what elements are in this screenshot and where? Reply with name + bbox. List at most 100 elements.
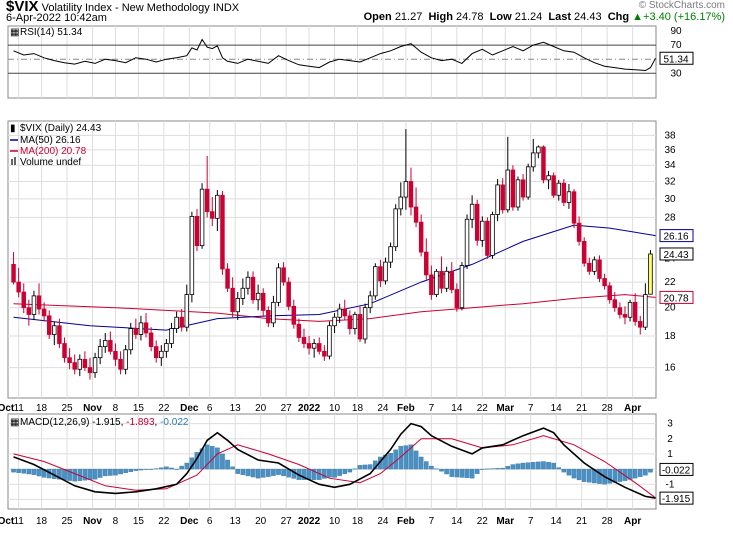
candle-body-112 xyxy=(581,241,587,264)
candle-body-79 xyxy=(413,206,419,223)
candle-body-30 xyxy=(164,343,169,352)
macd-hist-bar-25 xyxy=(138,468,144,471)
macd-hist-bar-50 xyxy=(266,468,271,477)
price-legend: ▮ $VIX (Daily) 24.43 MA(50) 26.16 MA(200… xyxy=(10,123,102,168)
macd-hist-bar-26 xyxy=(143,468,149,470)
macd-hist-bar-89 xyxy=(464,468,470,478)
macd-hist-bar-28 xyxy=(153,468,159,470)
macd-hist-bar-34 xyxy=(184,462,190,470)
candle-body-13 xyxy=(77,358,83,370)
macd-line-tag: -1.915 xyxy=(662,494,691,505)
x-axis-bottom-label-20: 22 xyxy=(477,516,489,527)
high-label: High xyxy=(428,11,453,23)
candle-body-15 xyxy=(87,367,93,374)
macd-hist-bar-31 xyxy=(169,467,174,470)
macd-hist-bar-108 xyxy=(561,468,567,473)
x-axis-bottom-label-4: Nov xyxy=(83,516,102,527)
volume-legend-icon xyxy=(11,159,13,165)
macd-hist-bar-76 xyxy=(398,446,404,470)
macd-hist-bar-11 xyxy=(67,468,72,481)
macd-hist-bar-42 xyxy=(225,459,230,470)
candle-body-111 xyxy=(576,222,582,242)
macd-hist-bar-78 xyxy=(408,444,414,470)
macd-hist-bar-48 xyxy=(255,468,261,479)
candle-body-42 xyxy=(225,268,230,289)
x-axis-bottom-label-8: Dec xyxy=(180,516,199,527)
candle-body-68 xyxy=(357,314,363,340)
candle-body-114 xyxy=(592,259,597,272)
candle-body-39 xyxy=(210,211,215,219)
candle-body-3 xyxy=(26,307,32,315)
open-label: Open xyxy=(363,11,392,23)
macd-hist-bar-65 xyxy=(342,468,348,475)
candle-body-113 xyxy=(587,262,592,272)
candle-body-109 xyxy=(566,191,572,203)
macd-legend-signal: -1.893 xyxy=(126,417,155,428)
x-axis-top-label-1: 11 xyxy=(13,403,24,414)
macd-hist-bar-47 xyxy=(250,468,256,478)
ma50-tag-box xyxy=(659,229,694,243)
candle-body-100 xyxy=(520,179,526,198)
macd-legend: ▦ MACD(12,26,9) -1.915, -1.893, -0.022 xyxy=(10,417,189,428)
candle-body-120 xyxy=(622,314,628,318)
macd-hist-bar-46 xyxy=(245,468,251,477)
macd-hist-bar-19 xyxy=(108,468,113,476)
candle-body-12 xyxy=(72,362,77,370)
x-axis-top-label-0: Oct xyxy=(0,403,15,414)
macd-hist-bar-45 xyxy=(240,468,246,475)
candle-body-81 xyxy=(424,251,429,276)
rsi-line xyxy=(13,38,656,72)
candle-body-45 xyxy=(240,287,246,299)
macd-hist-bar-93 xyxy=(485,468,490,470)
macd-hist-bar-68 xyxy=(357,465,363,470)
x-axis-top-label-4: Nov xyxy=(83,403,102,414)
candle-body-125 xyxy=(648,253,653,295)
candle-body-107 xyxy=(556,182,561,196)
candle-body-99 xyxy=(515,179,521,208)
panel-frame-1 xyxy=(7,120,657,399)
macd-hist-bar-61 xyxy=(322,468,327,479)
candle-body-34 xyxy=(184,294,190,328)
candle-body-67 xyxy=(352,314,358,330)
x-axis-top-label-20: 22 xyxy=(477,403,489,414)
macd-hist-bar-90 xyxy=(469,468,475,479)
macd-hist-bar-124 xyxy=(643,468,648,476)
candle-body-21 xyxy=(118,358,123,370)
candle-body-58 xyxy=(306,343,312,349)
x-axis-top-label-9: 6 xyxy=(207,403,213,414)
macd-hist-bar-100 xyxy=(520,462,526,470)
x-axis-bottom-label-0: Oct xyxy=(0,516,15,527)
macd-hist-bar-87 xyxy=(454,468,460,478)
x-axis-top-label-25: 28 xyxy=(602,403,614,414)
macd-hist-bar-16 xyxy=(92,468,98,480)
price-tick-28: 28 xyxy=(664,212,676,223)
x-axis-bottom-label-2: 18 xyxy=(36,516,48,527)
candle-body-52 xyxy=(276,267,281,303)
candle-body-26 xyxy=(143,322,149,334)
price-tick-36: 36 xyxy=(664,145,676,156)
macd-hist-bar-109 xyxy=(566,468,572,476)
candle-body-117 xyxy=(607,285,612,301)
x-axis-top-label-19: 14 xyxy=(451,403,463,414)
rsi-tick-70: 70 xyxy=(670,40,682,51)
ticker-symbol: $VIX xyxy=(6,0,39,15)
macd-signal-line xyxy=(13,435,656,499)
macd-hist-bar-27 xyxy=(148,468,154,470)
macd-hist-bar-123 xyxy=(637,468,643,477)
x-axis-top-label-21: Mar xyxy=(496,403,514,414)
candle-body-105 xyxy=(546,175,551,181)
macd-hist-bar-58 xyxy=(306,468,312,480)
candle-body-93 xyxy=(485,220,490,256)
candle-body-63 xyxy=(332,316,337,327)
candle-body-69 xyxy=(362,307,368,340)
macd-hist-bar-63 xyxy=(332,468,337,478)
candle-body-116 xyxy=(602,278,607,287)
candle-body-65 xyxy=(342,308,347,317)
x-axis-bottom-label-14: 10 xyxy=(329,516,341,527)
candle-body-108 xyxy=(561,182,567,203)
macd-hist-bar-32 xyxy=(174,468,179,470)
macd-hist-bar-4 xyxy=(31,468,37,475)
macd-tick-2: 1 xyxy=(667,449,673,460)
candle-body-36 xyxy=(194,216,200,247)
